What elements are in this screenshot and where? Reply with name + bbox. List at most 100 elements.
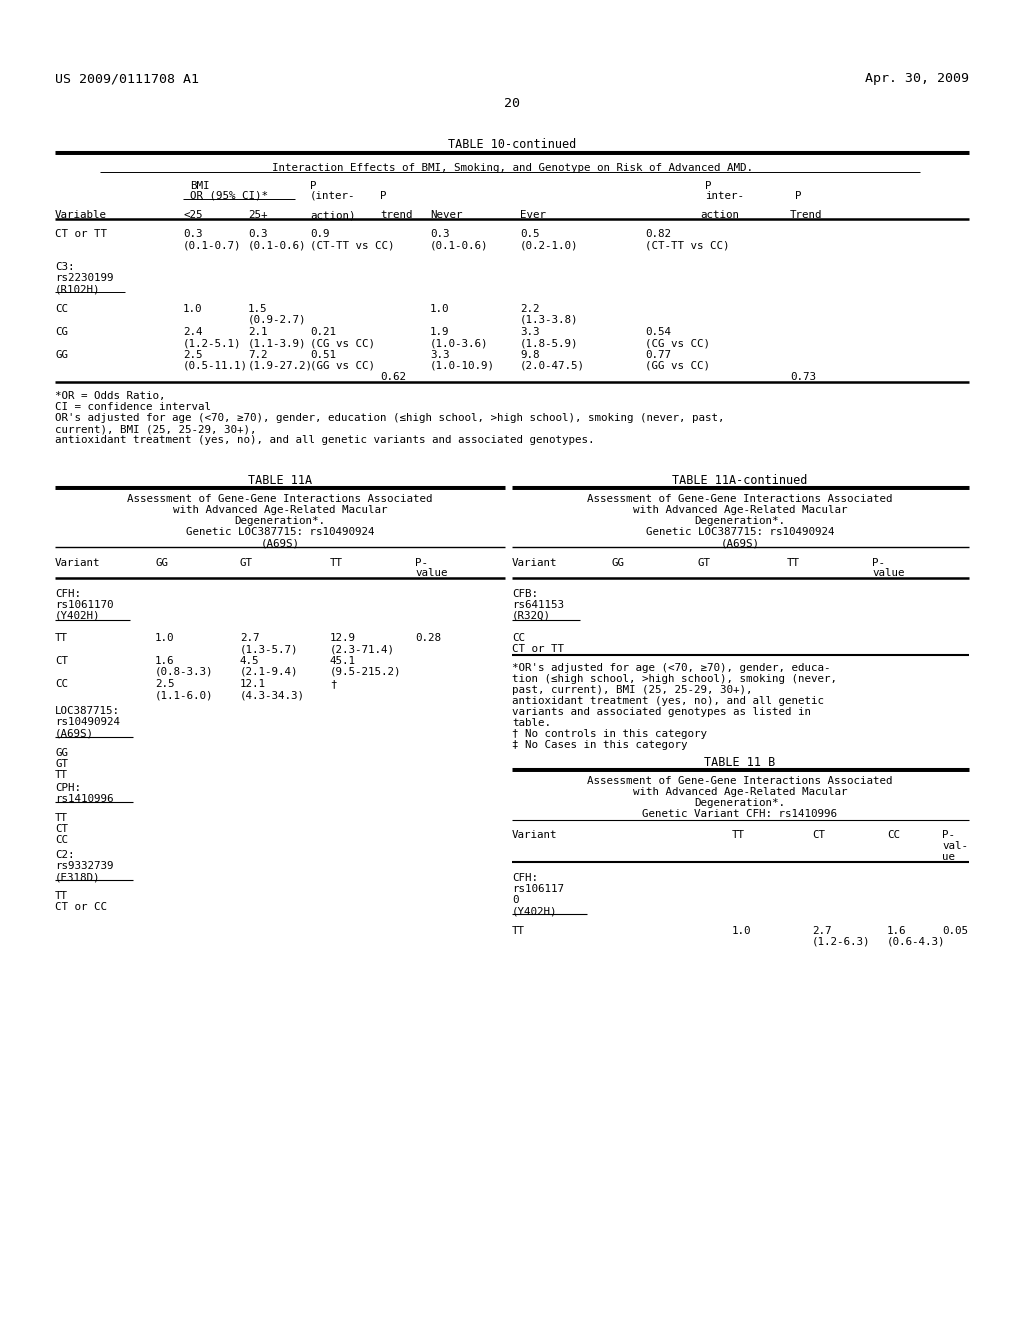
Text: Genetic LOC387715: rs10490924: Genetic LOC387715: rs10490924 [646,527,835,537]
Text: rs106117: rs106117 [512,884,564,894]
Text: action): action) [310,210,355,220]
Text: action: action [700,210,739,220]
Text: (0.2-1.0): (0.2-1.0) [520,240,579,249]
Text: (CT-TT vs CC): (CT-TT vs CC) [310,240,394,249]
Text: CFH:: CFH: [55,589,81,599]
Text: rs641153: rs641153 [512,601,564,610]
Text: 0.9: 0.9 [310,228,330,239]
Text: past, current), BMI (25, 25-29, 30+),: past, current), BMI (25, 25-29, 30+), [512,685,753,696]
Text: 1.9: 1.9 [430,327,450,337]
Text: Degeneration*.: Degeneration*. [234,516,326,525]
Text: CC: CC [55,836,68,845]
Text: GG: GG [55,748,68,758]
Text: TT: TT [512,927,525,936]
Text: (0.5-11.1): (0.5-11.1) [183,360,248,371]
Text: Variant: Variant [55,558,100,568]
Text: CFB:: CFB: [512,589,538,599]
Text: 20: 20 [504,96,520,110]
Text: 0.62: 0.62 [380,372,406,381]
Text: 7.2: 7.2 [248,350,267,360]
Text: CT or CC: CT or CC [55,902,106,912]
Text: ‡ No Cases in this category: ‡ No Cases in this category [512,741,687,750]
Text: with Advanced Age-Related Macular: with Advanced Age-Related Macular [173,506,387,515]
Text: 2.1: 2.1 [248,327,267,337]
Text: rs9332739: rs9332739 [55,861,114,871]
Text: Trend: Trend [790,210,822,220]
Text: (GG vs CC): (GG vs CC) [310,360,375,371]
Text: P: P [380,191,386,201]
Text: 0.3: 0.3 [183,228,203,239]
Text: 3.3: 3.3 [520,327,540,337]
Text: GT: GT [697,558,710,568]
Text: 0.3: 0.3 [248,228,267,239]
Text: CC: CC [55,304,68,314]
Text: (1.9-27.2): (1.9-27.2) [248,360,313,371]
Text: TABLE 11 B: TABLE 11 B [705,756,775,770]
Text: (inter-: (inter- [310,191,355,201]
Text: P-: P- [872,558,885,568]
Text: GG: GG [155,558,168,568]
Text: Assessment of Gene-Gene Interactions Associated: Assessment of Gene-Gene Interactions Ass… [587,494,893,504]
Text: 0.3: 0.3 [430,228,450,239]
Text: CT or TT: CT or TT [512,644,564,653]
Text: P-: P- [415,558,428,568]
Text: TT: TT [55,891,68,902]
Text: CC: CC [55,678,68,689]
Text: Apr. 30, 2009: Apr. 30, 2009 [865,73,969,84]
Text: value: value [415,568,447,578]
Text: (4.3-34.3): (4.3-34.3) [240,690,305,700]
Text: CPH:: CPH: [55,783,81,793]
Text: (R102H): (R102H) [55,284,100,294]
Text: Variable: Variable [55,210,106,220]
Text: (1.1-3.9): (1.1-3.9) [248,338,306,348]
Text: GT: GT [240,558,253,568]
Text: antioxidant treatment (yes, no), and all genetic: antioxidant treatment (yes, no), and all… [512,696,824,706]
Text: 2.5: 2.5 [155,678,174,689]
Text: (Y402H): (Y402H) [55,611,100,620]
Text: (2.0-47.5): (2.0-47.5) [520,360,585,371]
Text: TT: TT [55,770,68,780]
Text: (0.9-2.7): (0.9-2.7) [248,315,306,325]
Text: † No controls in this category: † No controls in this category [512,729,707,739]
Text: Assessment of Gene-Gene Interactions Associated: Assessment of Gene-Gene Interactions Ass… [587,776,893,785]
Text: (0.1-0.7): (0.1-0.7) [183,240,242,249]
Text: Degeneration*.: Degeneration*. [694,516,785,525]
Text: ue: ue [942,851,955,862]
Text: CT: CT [812,830,825,840]
Text: (A69S): (A69S) [55,729,94,738]
Text: (1.0-10.9): (1.0-10.9) [430,360,495,371]
Text: 3.3: 3.3 [430,350,450,360]
Text: Assessment of Gene-Gene Interactions Associated: Assessment of Gene-Gene Interactions Ass… [127,494,433,504]
Text: TT: TT [787,558,800,568]
Text: TABLE 11A: TABLE 11A [248,474,312,487]
Text: CC: CC [887,830,900,840]
Text: (CT-TT vs CC): (CT-TT vs CC) [645,240,729,249]
Text: 2.5: 2.5 [183,350,203,360]
Text: Variant: Variant [512,830,557,840]
Text: (GG vs CC): (GG vs CC) [645,360,710,371]
Text: 12.9: 12.9 [330,634,356,643]
Text: antioxidant treatment (yes, no), and all genetic variants and associated genotyp: antioxidant treatment (yes, no), and all… [55,436,595,445]
Text: (1.1-6.0): (1.1-6.0) [155,690,213,700]
Text: (R32Q): (R32Q) [512,611,551,620]
Text: TT: TT [55,634,68,643]
Text: 1.6: 1.6 [887,927,906,936]
Text: with Advanced Age-Related Macular: with Advanced Age-Related Macular [633,787,847,797]
Text: C2:: C2: [55,850,75,861]
Text: BMI: BMI [190,181,210,191]
Text: tion (≤high school, >high school), smoking (never,: tion (≤high school, >high school), smoki… [512,675,837,684]
Text: US 2009/0111708 A1: US 2009/0111708 A1 [55,73,199,84]
Text: (1.2-6.3): (1.2-6.3) [812,937,870,946]
Text: (1.0-3.6): (1.0-3.6) [430,338,488,348]
Text: 0.21: 0.21 [310,327,336,337]
Text: (0.1-0.6): (0.1-0.6) [430,240,488,249]
Text: (1.3-5.7): (1.3-5.7) [240,644,299,653]
Text: 2.2: 2.2 [520,304,540,314]
Text: value: value [872,568,904,578]
Text: OR (95% CI)*: OR (95% CI)* [190,191,268,201]
Text: (CG vs CC): (CG vs CC) [645,338,710,348]
Text: GG: GG [612,558,625,568]
Text: *OR's adjusted for age (<70, ≥70), gender, educa-: *OR's adjusted for age (<70, ≥70), gende… [512,663,830,673]
Text: 2.4: 2.4 [183,327,203,337]
Text: (0.6-4.3): (0.6-4.3) [887,937,945,946]
